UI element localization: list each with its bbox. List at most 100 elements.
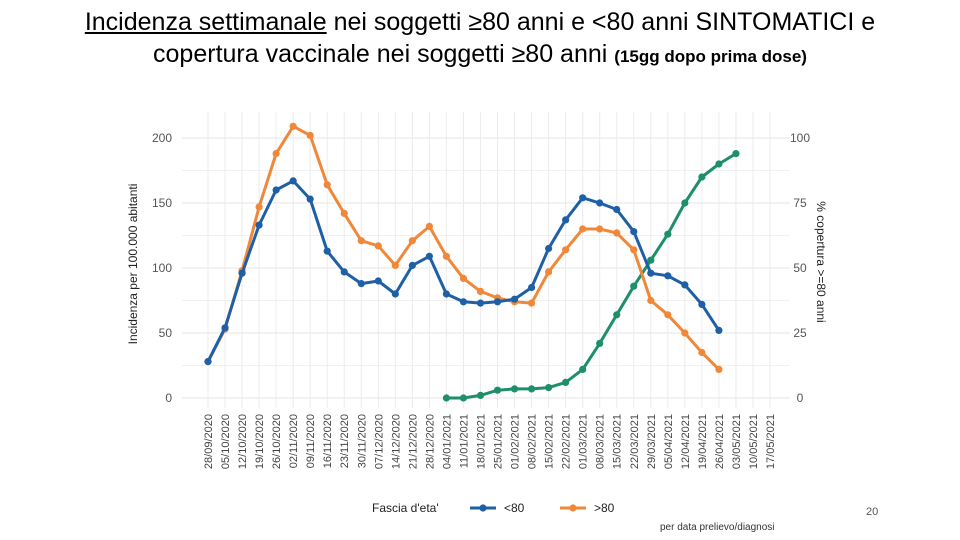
x-tick-label: 01/02/2021 (510, 414, 522, 469)
y2-axis-label: % copertura >=80 anni (814, 201, 828, 322)
title-underlined: Incidenza settimanale (84, 8, 327, 36)
data-point (613, 311, 621, 319)
x-tick-label: 02/11/2020 (288, 414, 300, 468)
y-tick-label: 150 (152, 196, 172, 210)
y-tick-label: 100 (152, 261, 172, 275)
data-point (647, 296, 655, 305)
data-point (391, 261, 399, 269)
data-point (562, 378, 570, 386)
data-point (681, 199, 689, 207)
x-tick-label: 01/03/2021 (578, 414, 590, 469)
data-point (442, 290, 451, 298)
data-point (579, 194, 587, 202)
x-tick-label: 05/10/2020 (220, 414, 232, 469)
x-tick-label: 15/02/2021 (544, 414, 556, 469)
data-point (664, 230, 672, 238)
data-point (323, 247, 331, 255)
data-point (527, 283, 536, 292)
data-point (664, 272, 672, 280)
data-point (596, 225, 604, 233)
data-point (630, 228, 638, 236)
y2-tick-label: 50 (793, 261, 807, 275)
data-point (459, 274, 468, 282)
data-point (476, 287, 485, 295)
x-tick-label: 08/03/2021 (595, 414, 607, 469)
data-point (391, 290, 399, 298)
data-point (613, 229, 621, 237)
x-tick-label: 09/11/2020 (305, 414, 317, 468)
x-tick-label: 29/03/2021 (646, 414, 658, 469)
data-point (493, 298, 502, 306)
caption: per data prelievo/diagnosi (660, 522, 775, 533)
y-axis-right: 0 25 50 75 100 (790, 131, 810, 405)
x-tick-label: 10/05/2021 (748, 414, 760, 469)
data-point (272, 150, 280, 158)
x-tick-label: 21/12/2020 (407, 414, 419, 469)
y-axis-left: 0 50 100 150 200 (152, 131, 172, 405)
x-tick-label: 04/01/2021 (441, 414, 453, 469)
data-point (596, 199, 604, 207)
data-point (579, 225, 587, 233)
data-point (630, 246, 638, 254)
data-point (698, 173, 706, 181)
x-tick-label: 05/04/2021 (663, 414, 675, 469)
data-point (527, 299, 536, 307)
data-point (630, 282, 638, 290)
legend-label: >80 (594, 501, 615, 515)
data-point (357, 280, 365, 288)
data-point (340, 209, 348, 217)
title-rest: nei soggetti ≥80 anni e <80 anni SINTOMA… (326, 8, 876, 36)
x-tick-label: 03/05/2021 (731, 414, 743, 469)
data-point (664, 311, 672, 319)
data-point (613, 205, 621, 214)
data-point (545, 268, 553, 276)
data-point (562, 246, 570, 254)
x-tick-label: 08/02/2021 (527, 414, 539, 469)
x-tick-label: 17/05/2021 (765, 414, 777, 469)
y2-tick-label: 0 (797, 391, 804, 405)
x-tick-label: 12/10/2020 (237, 414, 249, 469)
gridlines (182, 112, 790, 408)
x-axis: 28/09/2020 05/10/2020 12/10/2020 19/10/2020… (203, 414, 777, 469)
x-tick-label: 07/12/2020 (373, 414, 385, 469)
data-point (425, 222, 433, 230)
y-axis-label: Incidenza per 100.000 abitanti (126, 184, 140, 345)
x-tick-label: 28/09/2020 (203, 414, 215, 469)
plot-background (178, 112, 793, 398)
data-point (647, 256, 655, 264)
x-tick-label: 12/04/2021 (680, 414, 692, 469)
data-point (408, 237, 416, 245)
x-tick-label: 28/12/2020 (424, 414, 436, 469)
data-point (374, 242, 382, 250)
x-tick-label: 19/10/2020 (254, 414, 266, 469)
x-tick-label: 26/04/2021 (714, 414, 726, 469)
page-title: Incidenza settimanale nei soggetti ≥80 a… (0, 6, 960, 73)
data-point (255, 221, 263, 229)
data-point (596, 339, 604, 347)
data-point (221, 324, 229, 332)
y2-tick-label: 25 (793, 326, 807, 340)
x-tick-label: 25/01/2021 (493, 414, 505, 469)
data-point (545, 244, 553, 253)
data-point (408, 261, 416, 269)
data-point (340, 268, 348, 276)
data-point (425, 252, 433, 260)
title-line2: copertura vaccinale nei soggetti ≥80 ann… (153, 40, 608, 68)
data-point (204, 358, 212, 366)
x-tick-label: 16/11/2020 (322, 414, 334, 468)
legend-title: Fascia d'eta' (372, 501, 439, 515)
x-tick-label: 22/02/2021 (561, 414, 573, 469)
data-point (306, 195, 314, 203)
y2-tick-label: 100 (790, 131, 810, 145)
x-tick-label: 18/01/2021 (475, 414, 487, 469)
data-point (476, 391, 485, 399)
x-tick-label: 15/03/2021 (612, 414, 624, 469)
data-point (238, 269, 246, 277)
legend-swatch-point (479, 504, 487, 512)
data-point (715, 326, 723, 334)
legend-label: <80 (504, 501, 525, 515)
y-tick-label: 200 (152, 131, 172, 145)
series-lines (204, 122, 740, 402)
data-point (306, 131, 314, 139)
